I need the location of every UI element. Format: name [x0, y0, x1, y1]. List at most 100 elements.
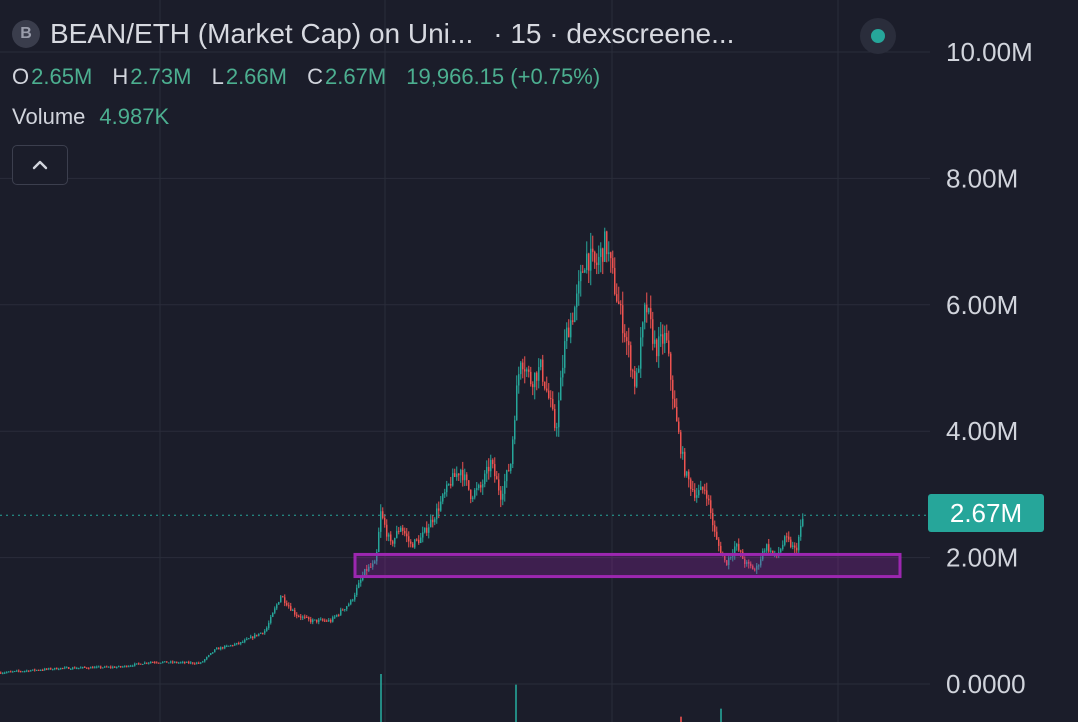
- candle-body: [50, 668, 52, 670]
- candle-body: [572, 320, 574, 322]
- candle-body: [436, 508, 438, 520]
- y-tick-label-3: 6.00M: [946, 290, 1018, 320]
- candle-body: [324, 620, 326, 622]
- candle-body: [676, 407, 678, 422]
- candle-body: [466, 474, 468, 481]
- candle-body: [420, 537, 422, 544]
- candle-body: [664, 332, 666, 344]
- candle-body: [554, 408, 556, 428]
- candle-body: [400, 527, 402, 532]
- candle-body: [458, 473, 460, 476]
- candle-body: [680, 432, 682, 454]
- candle-body: [300, 616, 302, 618]
- candle-body: [482, 484, 484, 488]
- interval-source[interactable]: · 15 · dexscreene...: [493, 18, 735, 49]
- collapse-legend-button[interactable]: [12, 145, 68, 185]
- candle-body: [176, 661, 178, 663]
- market-status-indicator[interactable]: [860, 18, 896, 54]
- candle-body: [206, 656, 208, 660]
- candle-body: [750, 563, 752, 566]
- candle-body: [454, 473, 456, 477]
- candle-body: [172, 661, 174, 663]
- candle-body: [372, 563, 374, 567]
- candle-body: [516, 385, 518, 421]
- candle-body: [508, 470, 510, 472]
- candle-body: [796, 547, 798, 551]
- candle-body: [24, 670, 26, 672]
- candle-body: [412, 543, 414, 548]
- symbol-title[interactable]: BEAN/ETH (Market Cap) on Uni...: [50, 18, 474, 49]
- candle-body: [642, 322, 644, 338]
- candle-body: [618, 301, 620, 304]
- candle-body: [158, 662, 160, 664]
- candle-body: [360, 580, 362, 583]
- candle-body: [240, 642, 242, 644]
- candle-body: [70, 668, 72, 670]
- candle-body: [452, 473, 454, 486]
- candle-body: [518, 374, 520, 386]
- candle-body: [614, 267, 616, 295]
- candle-body: [4, 672, 6, 674]
- candle-body: [798, 536, 800, 551]
- candle-body: [270, 616, 272, 623]
- candle-body: [134, 663, 136, 666]
- candle-body: [304, 616, 306, 618]
- candle-body: [106, 666, 108, 668]
- candle-body: [658, 336, 660, 357]
- candle-body: [686, 471, 688, 476]
- candle-body: [98, 666, 100, 668]
- candle-body: [558, 400, 560, 428]
- candle-body: [760, 559, 762, 566]
- candle-body: [220, 647, 222, 650]
- candle-body: [308, 617, 310, 620]
- candle-body: [552, 398, 554, 409]
- candle-body: [72, 667, 74, 669]
- open-value: 2.65M: [31, 64, 93, 89]
- candle-body: [298, 615, 300, 617]
- candle-body: [12, 671, 14, 673]
- candle-body: [214, 649, 216, 653]
- candle-body: [150, 662, 152, 664]
- candle-body: [80, 667, 82, 669]
- candle-body: [622, 305, 624, 334]
- candle-body: [634, 371, 636, 387]
- candle-body: [738, 543, 740, 551]
- candle-body: [724, 556, 726, 561]
- candle-body: [740, 550, 742, 552]
- candle-body: [632, 370, 634, 372]
- candle-body: [84, 666, 86, 668]
- candle-body: [364, 569, 366, 577]
- candle-body: [646, 304, 648, 313]
- candle-body: [374, 561, 376, 564]
- candle-body: [598, 256, 600, 266]
- candle-body: [468, 480, 470, 490]
- candle-body: [154, 662, 156, 664]
- candle-body: [330, 620, 332, 622]
- candle-body: [326, 620, 328, 622]
- candle-body: [708, 498, 710, 501]
- candle-body: [702, 486, 704, 490]
- y-tick-label-2: 4.00M: [946, 416, 1018, 446]
- candle-body: [28, 670, 30, 672]
- candle-body: [432, 519, 434, 523]
- candle-body: [244, 639, 246, 642]
- candle-body: [284, 597, 286, 604]
- candle-body: [378, 531, 380, 552]
- candle-body: [536, 372, 538, 381]
- candle-body: [408, 536, 410, 542]
- candle-body: [784, 536, 786, 545]
- candle-body: [656, 339, 658, 357]
- candle-body: [684, 451, 686, 476]
- candle-body: [294, 610, 296, 615]
- candle-body: [382, 511, 384, 518]
- candle-body: [314, 619, 316, 621]
- candle-body: [254, 634, 256, 639]
- low-label: L: [211, 64, 224, 89]
- candle-body: [114, 666, 116, 668]
- candle-body: [60, 667, 62, 670]
- candle-body: [38, 669, 40, 671]
- candle-body: [380, 511, 382, 532]
- candle-body: [340, 609, 342, 615]
- candle-body: [764, 550, 766, 552]
